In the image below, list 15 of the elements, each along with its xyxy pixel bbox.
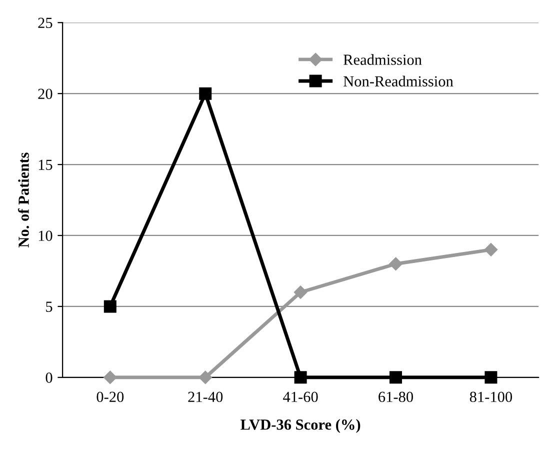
y-tick-label: 25: [38, 18, 52, 28]
y-tick-label: 15: [38, 160, 52, 170]
y-tick-label: 5: [46, 302, 52, 312]
x-tick-label: 0-20: [96, 392, 124, 402]
legend-label: Readmission: [344, 54, 422, 65]
legend-label: Non-Readmission: [344, 76, 454, 87]
x-axis-title: LVD-36 Score (%): [240, 419, 360, 433]
y-axis-title: No. of Patients: [18, 152, 29, 248]
x-tick-label: 81-100: [470, 392, 512, 402]
x-tick-label: 21-40: [188, 392, 223, 402]
y-tick-label: 10: [38, 230, 52, 241]
x-tick-label: 41-60: [283, 392, 318, 402]
y-tick-label: 20: [38, 88, 52, 100]
x-tick-label: 61-80: [378, 392, 413, 402]
y-tick-label: 0: [46, 372, 52, 383]
